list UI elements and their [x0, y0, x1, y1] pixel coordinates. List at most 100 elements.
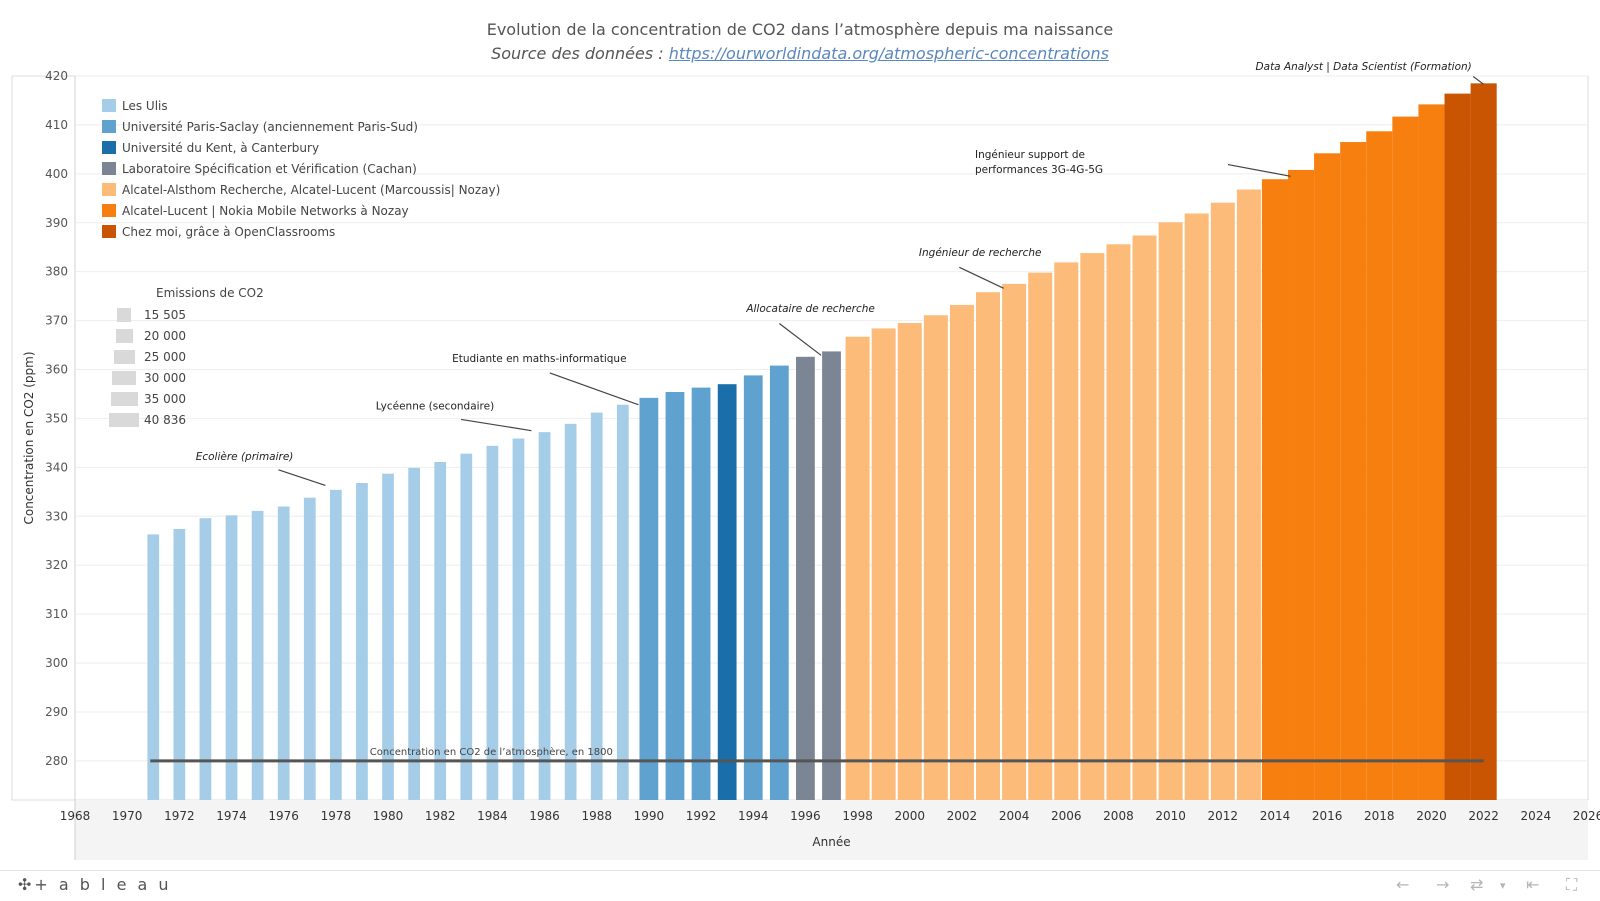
x-tick-label: 1982	[425, 809, 456, 823]
bar-1995	[769, 365, 789, 800]
source-link[interactable]: https://ourworldindata.org/atmospheric-c…	[668, 44, 1109, 63]
tableau-logo-icon: ✣	[18, 875, 35, 894]
subtitle-prefix: Source des données :	[491, 44, 669, 63]
size-label: 25 000	[144, 349, 186, 364]
annotation-connector	[278, 469, 326, 487]
annotation-label: Ingénieur de recherche	[919, 247, 1042, 259]
reset-icon[interactable]: ⇤	[1526, 875, 1540, 894]
revert-icon[interactable]: ⇄	[1470, 875, 1484, 894]
x-tick-label: 1990	[634, 809, 665, 823]
legend-label: Les Ulis	[122, 98, 168, 113]
y-tick-label: 310	[45, 607, 68, 621]
x-tick-label: 1970	[112, 809, 143, 823]
chart-plot: 280 290 300 310 320 330 340 350 360 370 380 390 400 4…	[11, 61, 1600, 860]
bar-1983	[460, 453, 473, 800]
legend-label: Université Paris-Saclay (anciennement Pa…	[122, 119, 418, 134]
legend-item[interactable]: Université Paris-Saclay (anciennement Pa…	[102, 116, 500, 137]
chart-title: Evolution de la concentration de CO2 dan…	[486, 20, 1114, 39]
bar-2011	[1184, 213, 1209, 800]
bar-2021	[1444, 93, 1471, 800]
legend-swatch	[102, 183, 116, 196]
legend-item[interactable]: Laboratoire Spécification et Vérificatio…	[102, 158, 500, 179]
dropdown-icon[interactable]: ▾	[1500, 879, 1506, 892]
annotation-label: Etudiante en maths-informatique	[452, 353, 626, 365]
size-legend-item: 30 000	[106, 367, 264, 388]
y-axis-label: Concentration en CO2 (ppm)	[22, 351, 36, 524]
size-legend-item: 25 000	[106, 346, 264, 367]
size-swatch	[113, 349, 135, 364]
x-tick-label: 1994	[738, 809, 769, 823]
legend-item[interactable]: Alcatel-Lucent | Nokia Mobile Networks à…	[102, 200, 500, 221]
x-tick-label: 2024	[1521, 809, 1552, 823]
legend-label: Laboratoire Spécification et Vérificatio…	[122, 161, 417, 176]
x-tick-label: 1996	[790, 809, 821, 823]
x-tick-label: 2016	[1312, 809, 1343, 823]
annotation-label: Allocataire de recherche	[745, 303, 875, 315]
x-tick-label: 1974	[216, 809, 247, 823]
bar-1992	[691, 387, 711, 800]
bar-1981	[408, 467, 420, 800]
legend-swatch	[102, 225, 116, 238]
bar-2001	[923, 315, 948, 800]
y-tick-label: 390	[45, 216, 68, 230]
legend-swatch	[102, 162, 116, 175]
bar-1978	[329, 489, 342, 800]
x-axis-band	[75, 800, 1588, 860]
y-tick-label: 410	[45, 118, 68, 132]
y-tick-label: 350	[45, 411, 68, 425]
x-tick-label: 2002	[947, 809, 978, 823]
bar-1972	[173, 528, 186, 800]
annotation-label: Ingénieur support de	[975, 149, 1085, 161]
bar-2015	[1288, 169, 1315, 801]
bar-1990	[639, 397, 659, 800]
x-tick-label: 2018	[1364, 809, 1395, 823]
annotation-label: Data Analyst | Data Scientist (Formation…	[1256, 61, 1472, 73]
undo-icon[interactable]: ←	[1396, 875, 1410, 894]
y-tick-label: 400	[45, 167, 68, 181]
bar-2002	[949, 304, 974, 800]
legend-label: Université du Kent, à Canterbury	[122, 140, 320, 155]
x-tick-label: 2014	[1260, 809, 1291, 823]
legend-label: Alcatel-Lucent | Nokia Mobile Networks à…	[122, 203, 409, 218]
size-swatch	[115, 328, 133, 343]
bar-2009	[1132, 235, 1157, 800]
bar-2020	[1418, 104, 1445, 800]
size-legend: Emissions de CO2 15 505 20 000 25 000 30 00…	[106, 286, 264, 430]
legend-item[interactable]: Chez moi, grâce à OpenClassrooms	[102, 221, 500, 242]
y-tick-label: 280	[45, 754, 68, 768]
y-tick-label: 330	[45, 509, 68, 523]
x-tick-label: 1972	[164, 809, 195, 823]
x-tick-label: 2012	[1208, 809, 1239, 823]
bar-2008	[1106, 244, 1131, 801]
fullscreen-icon[interactable]: ⛶	[1566, 875, 1578, 894]
annotation-connector	[460, 418, 532, 432]
chart-subtitle: Source des données : https://ourworldind…	[0, 42, 1600, 66]
bar-2000	[897, 323, 922, 800]
chart-titles: Evolution de la concentration de CO2 dan…	[0, 18, 1600, 66]
size-label: 20 000	[144, 328, 186, 343]
annotation-connector	[1227, 163, 1291, 177]
x-tick-label: 2004	[999, 809, 1030, 823]
bar-1991	[665, 392, 685, 800]
brand-text: + a b l e a u	[34, 875, 172, 894]
bar-1971	[147, 534, 160, 800]
size-swatch	[110, 391, 138, 406]
size-legend-item: 20 000	[106, 325, 264, 346]
x-tick-label: 1986	[529, 809, 560, 823]
redo-icon[interactable]: →	[1436, 875, 1450, 894]
x-tick-label: 2022	[1468, 809, 1499, 823]
x-tick-label: 1988	[581, 809, 612, 823]
legend-item[interactable]: Université du Kent, à Canterbury	[102, 137, 500, 158]
bar-1984	[486, 445, 499, 800]
bar-2019	[1392, 116, 1419, 800]
bar-1994	[743, 375, 763, 800]
x-tick-label: 1968	[60, 809, 91, 823]
bar-1986	[538, 432, 551, 800]
y-tick-label: 380	[45, 265, 68, 279]
size-swatch	[117, 307, 131, 322]
bar-2014	[1261, 179, 1289, 800]
x-tick-label: 1992	[686, 809, 717, 823]
legend-item[interactable]: Les Ulis	[102, 95, 500, 116]
legend-item[interactable]: Alcatel-Alsthom Recherche, Alcatel-Lucen…	[102, 179, 500, 200]
tableau-logo: ✣+ a b l e a u	[18, 875, 172, 894]
